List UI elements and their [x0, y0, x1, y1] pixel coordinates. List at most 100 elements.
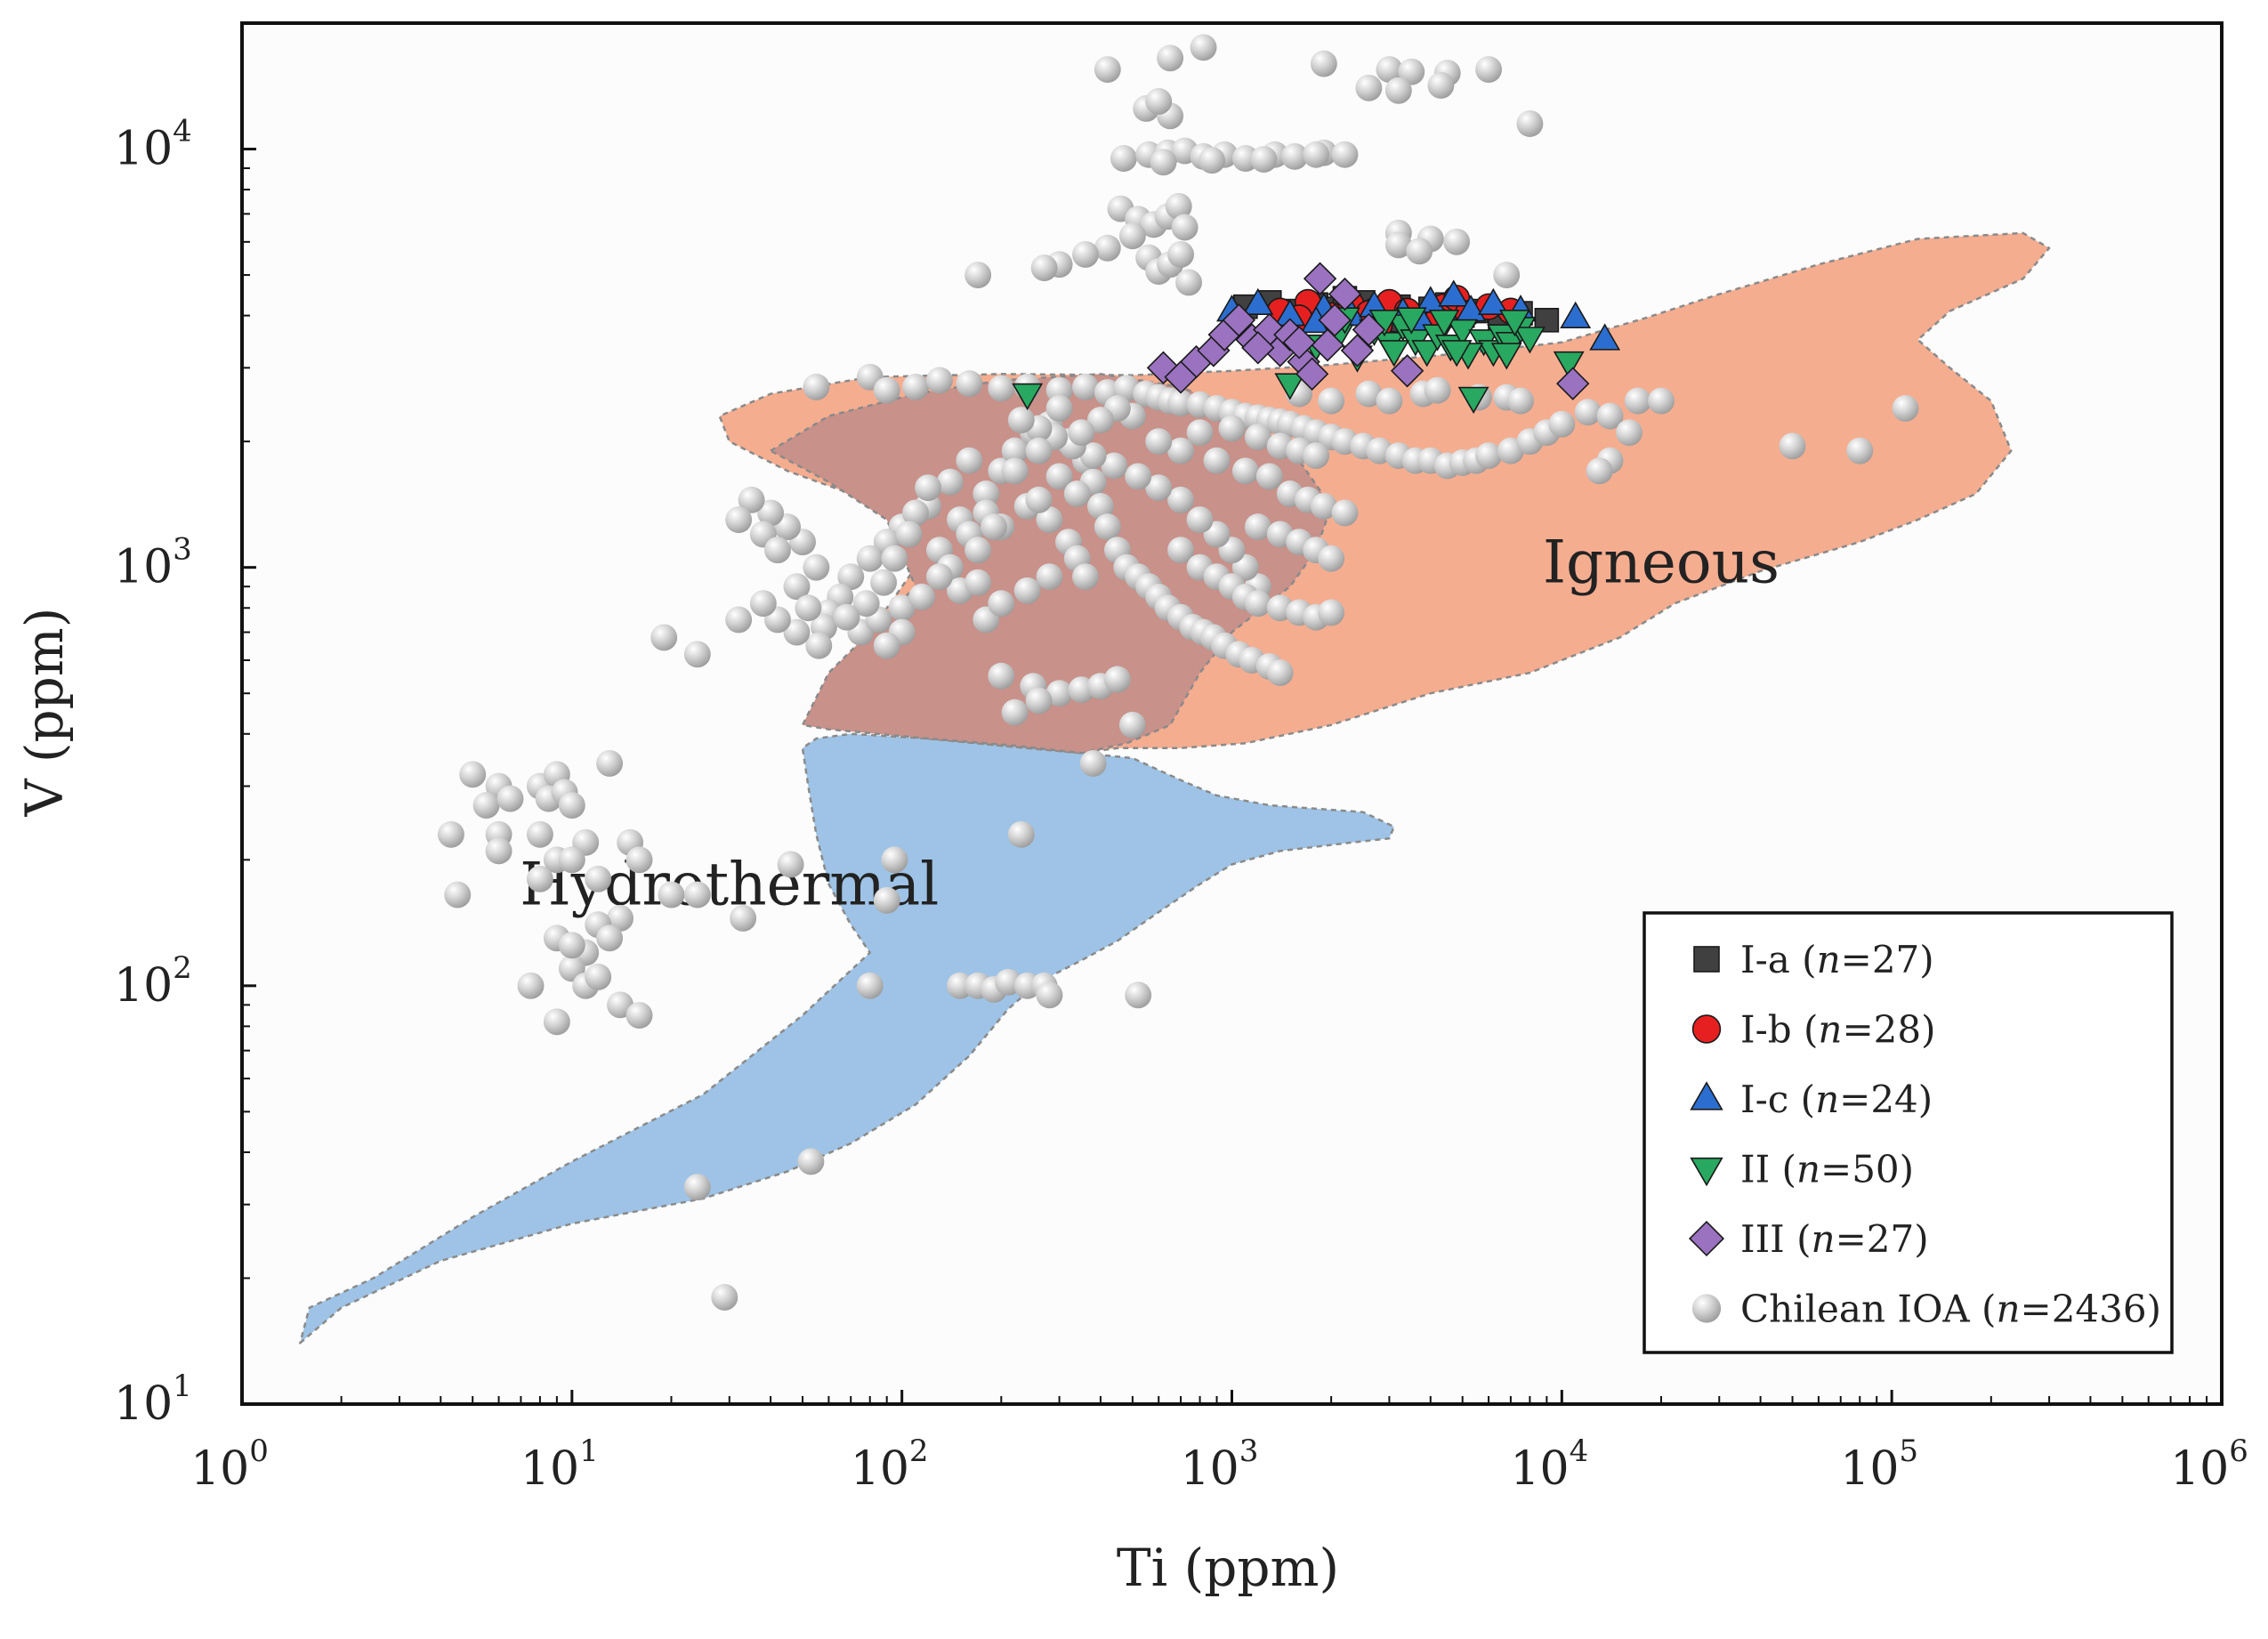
data-point	[1110, 145, 1137, 172]
x-tick-exponent: 3	[1239, 1433, 1259, 1469]
data-point	[626, 846, 653, 874]
data-point	[856, 545, 884, 572]
data-point	[1310, 50, 1337, 77]
data-point	[1190, 34, 1217, 61]
data-point	[902, 499, 929, 527]
data-point	[1384, 77, 1412, 104]
data-point	[1310, 493, 1337, 520]
data-point	[1025, 486, 1053, 513]
data-point	[1892, 394, 1919, 422]
data-point	[1012, 383, 1044, 411]
x-axis-label: Ti (ppm)	[1117, 1538, 1339, 1598]
x-tick-base: 10	[2170, 1442, 2229, 1496]
data-point	[543, 1008, 570, 1036]
data-point	[925, 563, 953, 591]
legend-marker	[1690, 1157, 1723, 1187]
data-point	[1222, 303, 1256, 337]
data-point	[1186, 506, 1214, 534]
data-point	[1596, 402, 1624, 430]
y-tick-exponent: 4	[173, 114, 192, 149]
legend-entry: I-c (n=24)	[1690, 1078, 1933, 1121]
data-point	[1030, 254, 1058, 282]
data-point	[1101, 452, 1128, 480]
x-tick-label: 106	[2170, 1433, 2248, 1496]
x-tick-label: 105	[1840, 1433, 1918, 1496]
data-point	[1390, 354, 1425, 388]
data-point	[1281, 142, 1309, 170]
data-point	[783, 573, 811, 601]
legend: I-a (n=27)I-b (n=28)I-c (n=24)II (n=50)I…	[1642, 911, 2174, 1354]
legend-marker	[1691, 1294, 1722, 1323]
data-point	[683, 1174, 711, 1201]
data-point	[873, 886, 900, 914]
x-tick-label: 102	[851, 1433, 929, 1496]
legend-marker	[1691, 1014, 1722, 1044]
data-point	[881, 545, 908, 572]
data-point	[1384, 231, 1412, 259]
data-point	[1063, 480, 1091, 507]
data-point	[803, 553, 830, 581]
data-points	[437, 34, 1919, 1311]
data-point	[1007, 407, 1035, 434]
data-point	[437, 820, 464, 848]
data-point	[1493, 262, 1521, 289]
x-tick-base: 10	[1840, 1442, 1899, 1496]
data-point	[895, 521, 923, 548]
x-tick-exponent: 1	[579, 1433, 599, 1469]
data-point	[626, 1002, 653, 1029]
data-point	[1548, 410, 1576, 438]
data-point	[870, 569, 898, 596]
data-point	[1355, 74, 1383, 101]
data-point	[805, 632, 833, 659]
data-point	[496, 785, 524, 812]
data-point	[1255, 463, 1283, 490]
data-point	[596, 924, 624, 952]
data-point	[981, 513, 1007, 541]
data-point	[1013, 577, 1041, 604]
data-point	[1274, 373, 1306, 400]
data-point	[757, 499, 785, 527]
data-point	[1498, 310, 1530, 337]
data-point	[1556, 367, 1590, 400]
data-point	[973, 480, 1000, 507]
data-point	[965, 537, 992, 564]
data-point	[1398, 58, 1425, 85]
x-tick-base: 10	[1510, 1442, 1569, 1496]
legend-n-value: =50)	[1820, 1148, 1914, 1191]
data-point	[1167, 437, 1195, 464]
legend-series-name: I-c	[1740, 1078, 1788, 1121]
data-point	[650, 624, 678, 651]
data-point	[1001, 437, 1029, 464]
data-point	[1242, 287, 1274, 316]
legend-box	[1642, 911, 2174, 1354]
data-point	[526, 865, 553, 892]
data-point	[1150, 149, 1177, 176]
data-point	[873, 376, 900, 404]
data-point	[956, 370, 983, 398]
x-tick-exponent: 2	[909, 1433, 929, 1469]
y-axis-label: V (ppm)	[14, 608, 75, 818]
data-point	[1340, 334, 1375, 367]
data-point	[683, 881, 711, 908]
legend-paren: (	[1770, 1148, 1796, 1191]
data-point	[988, 662, 1015, 690]
data-point	[1395, 307, 1427, 335]
legend-n-value: =2436)	[2021, 1288, 2161, 1331]
data-point	[1441, 340, 1473, 367]
data-point	[1411, 340, 1443, 367]
x-tick-label: 104	[1510, 1433, 1588, 1496]
data-point	[1079, 750, 1107, 777]
data-point	[1328, 277, 1362, 311]
data-point	[1231, 457, 1259, 485]
legend-series-name: II	[1740, 1148, 1770, 1191]
data-point	[1103, 666, 1131, 693]
data-point	[852, 590, 880, 618]
data-point	[1086, 493, 1114, 520]
data-point	[833, 603, 860, 631]
data-point	[777, 851, 804, 878]
data-point	[607, 905, 634, 932]
legend-entry: Chilean IOA (n=2436)	[1691, 1288, 2161, 1331]
data-point	[749, 590, 777, 618]
series-chilean-ioa	[437, 34, 1919, 1311]
